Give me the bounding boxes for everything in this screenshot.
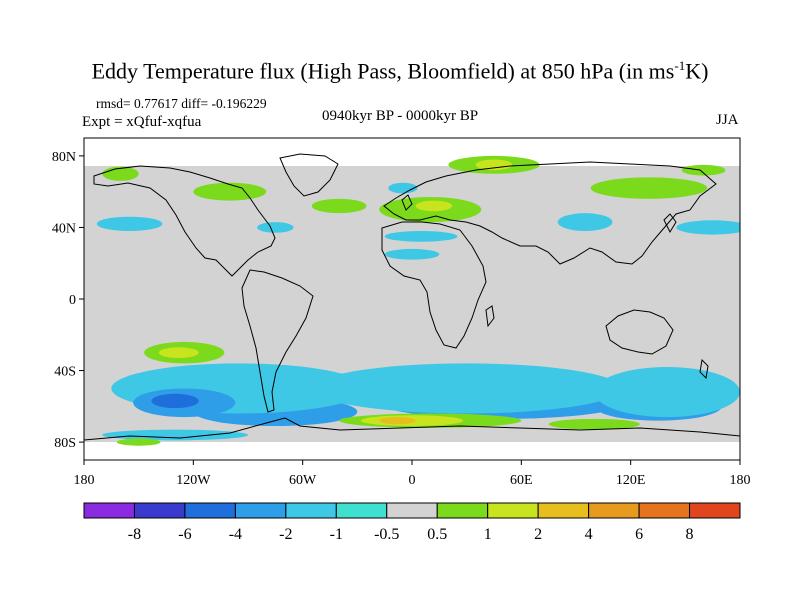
anomaly-region-22: [388, 182, 418, 194]
season-label: JJA: [716, 112, 739, 128]
coastline-antarctica: [84, 417, 740, 441]
coastline-madagascar: [485, 305, 495, 328]
lon-tick-label: 60E: [510, 473, 533, 488]
anomaly-layer: [96, 155, 740, 446]
anomaly-region-14: [102, 429, 248, 441]
colorbar-label: -0.5: [374, 526, 399, 543]
anomaly-region-15: [116, 438, 161, 446]
lon-tick-label: 180: [730, 473, 751, 488]
coastline-south-america: [241, 269, 314, 413]
no-data-bands: [84, 138, 740, 460]
anomaly-region-21: [257, 222, 294, 233]
anomaly-region-31: [681, 164, 726, 176]
colorbar-swatch-4: [285, 502, 337, 519]
lat-tick-label: 40S: [54, 365, 76, 380]
colorbar-label: 2: [534, 526, 542, 543]
anomaly-region-20: [96, 216, 163, 232]
coastline-greenland: [279, 153, 339, 197]
colorbar-label: 4: [585, 526, 593, 543]
coastline-japan: [663, 213, 677, 234]
coastline-africa: [381, 221, 487, 349]
latitude-axis: 80N 40N 0 40S 80S: [52, 150, 84, 451]
colorbar-label: 0.5: [427, 526, 447, 543]
lat-tick-label: 80S: [54, 436, 76, 451]
anomaly-region-12: [379, 417, 416, 425]
lat-tick-label: 80N: [52, 150, 76, 165]
colorbar-swatch-3: [234, 502, 287, 519]
colorbar-label: -6: [178, 526, 191, 543]
colorbar-swatch-2: [184, 502, 236, 519]
anomaly-region-28: [475, 159, 513, 171]
stats-label: rmsd= 0.77617 diff= -0.196229: [96, 96, 267, 111]
anomaly-region-26: [415, 200, 453, 212]
anomaly-region-24: [311, 198, 367, 214]
colorbar-label: 8: [686, 526, 694, 543]
colorbar-swatch-12: [689, 502, 741, 519]
colorbar-label: -1: [330, 526, 343, 543]
colorbar-swatch-1: [133, 502, 186, 519]
colorbar-swatch-10: [588, 502, 640, 519]
anomaly-region-13: [548, 418, 640, 430]
lon-tick-label: 0: [409, 473, 416, 488]
coastlines: [84, 153, 740, 441]
lon-tick-label: 120E: [616, 473, 646, 488]
lon-tick-label: 180: [74, 473, 95, 488]
anomaly-region-4: [311, 363, 622, 414]
colorbar: -8 -6 -4 -2 -1 -0.5 0.5 1 2 4 6 8: [83, 502, 741, 543]
lon-tick-label: 60W: [289, 473, 317, 488]
anomaly-region-23: [193, 182, 267, 201]
colorbar-swatch-5: [335, 502, 388, 519]
colorbar-swatch-9: [537, 502, 590, 519]
coastline-new-zealand: [699, 358, 709, 380]
coastline-north-america: [93, 165, 276, 277]
page-title: Eddy Temperature flux (High Pass, Bloomf…: [91, 58, 709, 84]
anomaly-region-9: [158, 347, 199, 359]
coastline-eurasia: [383, 161, 717, 265]
lon-tick-label: 120W: [176, 473, 211, 488]
longitude-axis: 180 120W 60W 0 60E 120E 180: [74, 460, 751, 488]
experiment-label: Expt = xQfuf-xqfua: [82, 114, 202, 130]
anomaly-region-7: [151, 393, 199, 409]
colorbar-swatch-7: [436, 502, 489, 519]
anomaly-region-18: [557, 213, 613, 232]
coastline-australia: [605, 309, 674, 355]
colorbar-label: -2: [279, 526, 292, 543]
anomaly-region-19: [676, 220, 740, 235]
colorbar-swatch-8: [487, 502, 539, 519]
anomaly-region-5: [594, 366, 740, 418]
coastline-uk: [401, 194, 413, 211]
lat-tick-label: 40N: [52, 221, 76, 236]
colorbar-swatch-6: [386, 502, 438, 519]
period-label: 0940kyr BP - 0000kyr BP: [322, 108, 479, 124]
colorbar-label: -4: [229, 526, 242, 543]
colorbar-label: -8: [128, 526, 141, 543]
anomaly-region-29: [590, 177, 708, 199]
anomaly-region-17: [384, 248, 440, 260]
lat-tick-label: 0: [69, 293, 76, 308]
anomaly-region-16: [384, 231, 458, 242]
colorbar-swatch-0: [83, 502, 135, 519]
colorbar-label: 6: [635, 526, 643, 543]
colorbar-swatch-11: [638, 502, 691, 519]
colorbar-label: 1: [484, 526, 492, 543]
